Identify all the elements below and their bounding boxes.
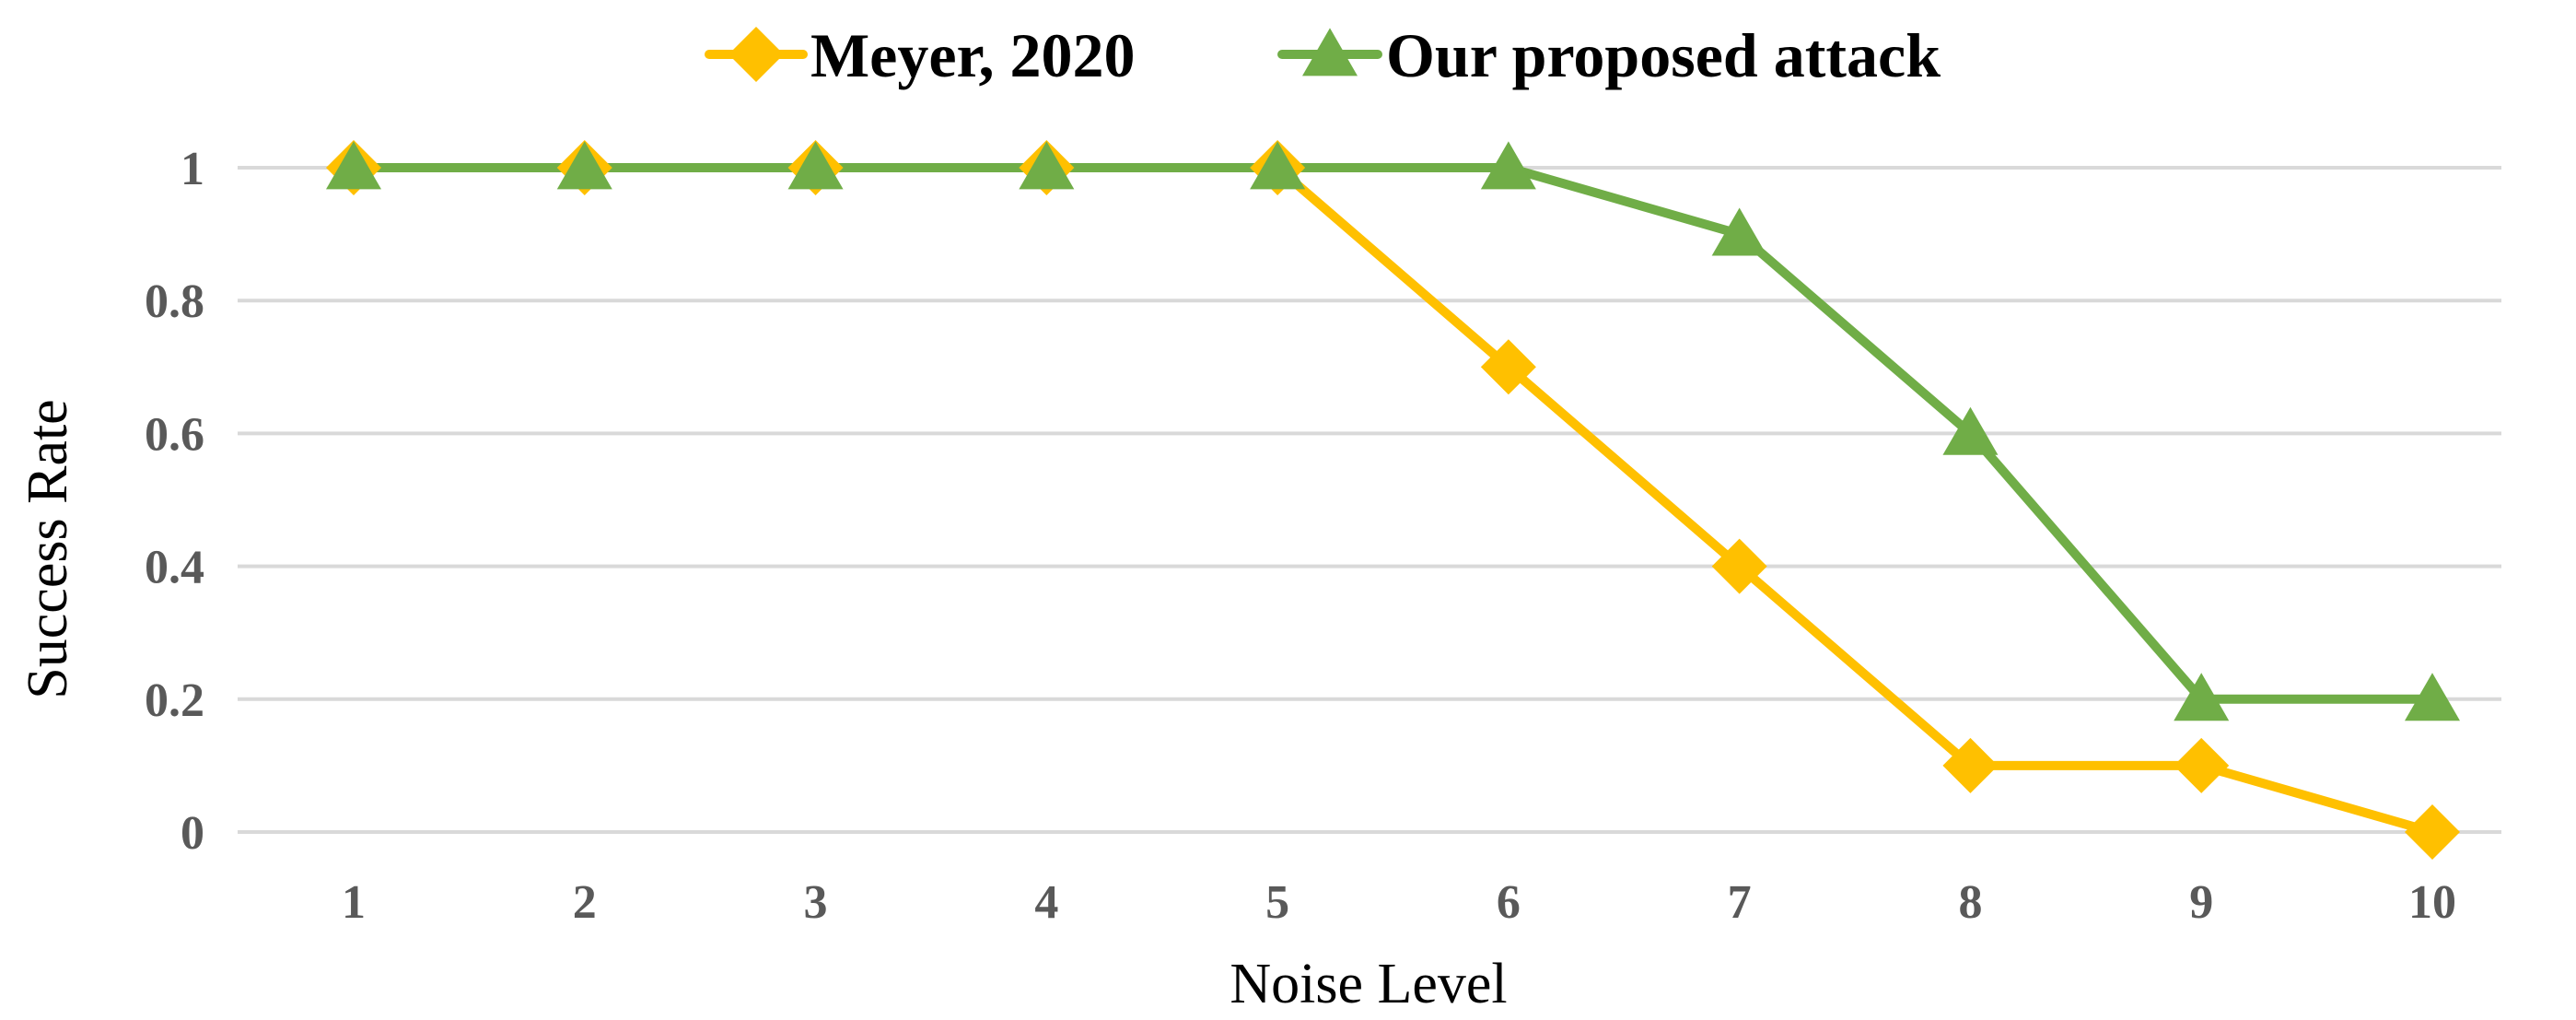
- legend-label: Meyer, 2020: [810, 20, 1135, 90]
- legend-label: Our proposed attack: [1386, 20, 1941, 90]
- legend-marker-triangle: [1302, 28, 1358, 76]
- y-tick-label: 0.4: [145, 542, 204, 594]
- y-tick-label: 1: [181, 143, 204, 195]
- legend-marker-diamond: [729, 27, 784, 82]
- x-tick-label: 10: [2408, 876, 2456, 929]
- data-point-our-proposed-attack: [556, 141, 612, 190]
- x-axis-tick-labels: 1 2 3 4 5 6 7 8 9 10: [342, 876, 2456, 929]
- data-point-our-proposed-attack: [1711, 207, 1767, 256]
- x-axis-title: Noise Level: [1230, 953, 1507, 1015]
- data-point-meyer-2020: [1480, 339, 1536, 395]
- data-point-our-proposed-attack: [1942, 406, 1999, 455]
- y-tick-label: 0.2: [145, 674, 204, 727]
- legend-item-our-proposed-attack: Our proposed attack: [1277, 20, 1941, 90]
- legend: Meyer, 2020 Our proposed attack: [705, 20, 1941, 90]
- data-point-our-proposed-attack: [2174, 673, 2230, 721]
- y-axis-tick-labels: 0 0.2 0.4 0.6 0.8 1: [145, 143, 204, 860]
- y-tick-label: 0: [181, 807, 204, 860]
- data-point-our-proposed-attack: [787, 141, 844, 190]
- x-tick-label: 4: [1034, 876, 1058, 929]
- gridlines: [238, 166, 2501, 834]
- data-point-our-proposed-attack: [1480, 141, 1536, 190]
- x-tick-label: 7: [1728, 876, 1752, 929]
- y-tick-label: 0.6: [145, 408, 204, 461]
- data-point-our-proposed-attack: [1019, 141, 1075, 190]
- x-tick-label: 3: [804, 876, 828, 929]
- series-lines: [349, 163, 2437, 837]
- data-point-our-proposed-attack: [326, 141, 381, 190]
- x-tick-label: 9: [2189, 876, 2213, 929]
- x-tick-label: 6: [1497, 876, 1521, 929]
- data-point-meyer-2020: [2405, 804, 2460, 860]
- data-point-meyer-2020: [2174, 737, 2230, 793]
- series-line-our-proposed-attack: [349, 163, 2437, 704]
- series-markers: [326, 140, 2460, 860]
- data-point-our-proposed-attack: [2405, 673, 2460, 721]
- data-point-meyer-2020: [1942, 737, 1999, 793]
- x-tick-label: 2: [573, 876, 597, 929]
- y-tick-label: 0.8: [145, 276, 204, 328]
- x-tick-label: 5: [1265, 876, 1289, 929]
- x-tick-label: 8: [1958, 876, 1982, 929]
- data-point-meyer-2020: [1711, 538, 1767, 594]
- series-line-meyer-2020: [349, 163, 2437, 837]
- x-tick-label: 1: [342, 876, 366, 929]
- data-point-our-proposed-attack: [1250, 141, 1306, 190]
- y-axis-title: Success Rate: [17, 399, 79, 698]
- legend-item-meyer-2020: Meyer, 2020: [705, 20, 1135, 90]
